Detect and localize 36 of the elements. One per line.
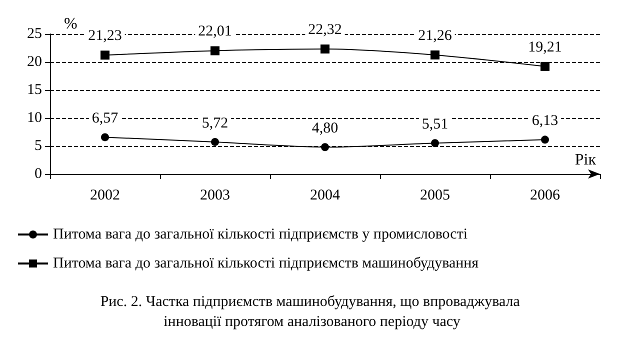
x-tick-label: 2004 xyxy=(310,188,340,204)
point xyxy=(431,139,439,148)
y-tick-label: 20 xyxy=(27,54,42,70)
y-axis-title: % xyxy=(64,16,78,32)
point xyxy=(430,50,440,60)
data-label: 5,72 xyxy=(202,115,228,132)
point xyxy=(321,143,329,152)
x-tick-label: 2006 xyxy=(530,188,560,204)
y-tick-label: 15 xyxy=(27,82,42,98)
data-label: 19,21 xyxy=(528,39,562,56)
x-tick-label: 2002 xyxy=(90,188,120,204)
data-label: 22,32 xyxy=(308,22,342,38)
data-label: 6,13 xyxy=(532,113,558,130)
data-label: 5,51 xyxy=(422,116,448,133)
x-tick-label: 2003 xyxy=(200,188,230,204)
data-label: 6,57 xyxy=(92,110,119,127)
data-label: 21,26 xyxy=(418,28,452,44)
point xyxy=(540,62,550,71)
point xyxy=(100,50,110,60)
data-label: 21,23 xyxy=(88,28,122,44)
y-tick-label: 10 xyxy=(27,110,42,126)
point xyxy=(210,46,220,56)
legend-label: Питома вага до загальної кількості підприємств у промисловості xyxy=(53,226,468,242)
point xyxy=(541,136,549,144)
x-axis-title: Рік xyxy=(574,152,596,168)
y-tick-label: 25 xyxy=(27,26,42,42)
point xyxy=(101,133,109,142)
text: Рис. 2. Частка підприємств машинобудування, що впроваджувала інновації протягом аналізованого періоду часу xyxy=(100,294,524,330)
data-label: 22,01 xyxy=(198,24,232,40)
point xyxy=(320,44,330,54)
y-tick-label: 5 xyxy=(34,138,42,154)
y-tick-label: 0 xyxy=(34,166,42,182)
point xyxy=(211,138,219,146)
data-label: 4,80 xyxy=(312,120,338,137)
legend-label: Питома вага до загальної кількості підприємств машинобудування xyxy=(53,256,479,272)
x-tick-label: 2005 xyxy=(420,188,450,204)
